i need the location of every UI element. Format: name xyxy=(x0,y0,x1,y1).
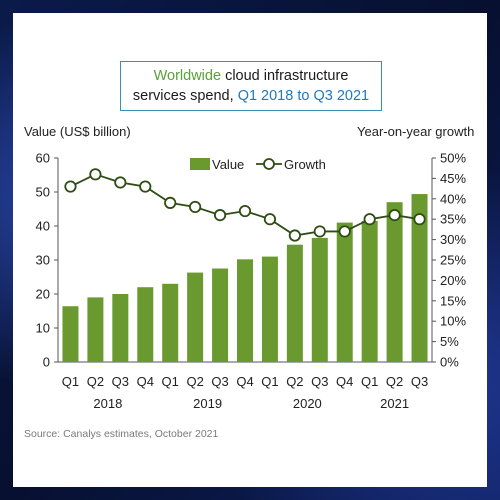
growth-point xyxy=(89,168,102,181)
right-tick-label: 5% xyxy=(440,334,459,349)
value-bar xyxy=(162,283,179,362)
x-tick-label: Q3 xyxy=(411,374,428,389)
right-tick-label: 45% xyxy=(440,171,466,186)
right-tick-label: 15% xyxy=(440,293,466,308)
right-tick-label: 40% xyxy=(440,191,466,206)
value-bar xyxy=(261,256,278,362)
chart-title: Worldwide cloud infrastructure services … xyxy=(120,61,382,111)
source-note: Source: Canalys estimates, October 2021 xyxy=(24,428,219,440)
right-tick-label: 30% xyxy=(440,232,466,247)
left-tick-label: 10 xyxy=(36,321,50,336)
growth-point xyxy=(313,225,326,238)
x-tick-label: Q3 xyxy=(311,374,328,389)
right-tick-label: 25% xyxy=(440,253,466,268)
right-tick-label: 10% xyxy=(440,314,466,329)
value-bar xyxy=(212,268,229,362)
title-part-period: Q1 2018 to Q3 2021 xyxy=(237,88,370,104)
x-tick-label: Q4 xyxy=(236,374,253,389)
title-part-services: services spend, xyxy=(132,88,238,104)
growth-point xyxy=(388,209,401,222)
year-label: 2021 xyxy=(380,396,409,411)
value-bar xyxy=(87,297,104,362)
x-tick-label: Q2 xyxy=(386,374,403,389)
title-part-worldwide: Worldwide xyxy=(153,68,222,84)
legend-growth-marker xyxy=(263,158,275,170)
title-part-cloud: cloud infrastructure xyxy=(221,68,349,84)
left-tick-label: 60 xyxy=(36,151,50,166)
value-bar xyxy=(411,194,428,362)
x-tick-label: Q4 xyxy=(137,374,154,389)
year-label: 2018 xyxy=(93,396,122,411)
x-tick-label: Q1 xyxy=(162,374,179,389)
value-bar xyxy=(386,202,403,362)
legend-value-label: Value xyxy=(212,157,244,172)
growth-point xyxy=(139,180,152,193)
left-tick-label: 50 xyxy=(36,185,50,200)
value-bar xyxy=(187,272,204,362)
value-bar xyxy=(237,259,253,362)
growth-point xyxy=(189,200,202,214)
x-tick-label: Q3 xyxy=(112,374,129,389)
left-tick-label: 30 xyxy=(36,253,50,268)
left-tick-label: 0 xyxy=(43,355,50,370)
left-axis-title: Value (US$ billion) xyxy=(24,124,131,139)
growth-point xyxy=(363,213,376,226)
x-tick-label: Q2 xyxy=(87,374,104,389)
value-bar xyxy=(286,244,303,362)
value-bar xyxy=(137,287,154,362)
growth-point xyxy=(64,180,77,193)
year-label: 2020 xyxy=(293,396,322,411)
left-tick-label: 20 xyxy=(36,287,50,302)
value-bar xyxy=(361,220,378,362)
x-tick-label: Q2 xyxy=(186,374,203,389)
x-tick-label: Q3 xyxy=(211,374,228,389)
right-tick-label: 35% xyxy=(440,212,466,227)
value-bar xyxy=(62,306,79,362)
growth-point xyxy=(288,229,301,242)
value-bar xyxy=(336,222,353,362)
x-tick-label: Q4 xyxy=(336,374,353,389)
value-bar xyxy=(311,237,328,362)
growth-point xyxy=(164,196,177,209)
legend-value-swatch xyxy=(190,158,210,170)
growth-point xyxy=(213,209,227,222)
growth-point xyxy=(338,225,351,238)
right-tick-label: 50% xyxy=(440,151,466,166)
year-label: 2019 xyxy=(193,396,222,411)
growth-point xyxy=(114,176,127,189)
legend-growth-label: Growth xyxy=(284,157,326,172)
right-tick-label: 0% xyxy=(440,355,459,370)
value-bar xyxy=(112,294,129,362)
right-tick-label: 20% xyxy=(440,273,466,288)
x-tick-label: Q1 xyxy=(261,374,278,389)
growth-point xyxy=(238,204,252,218)
growth-point xyxy=(413,213,426,226)
x-tick-label: Q1 xyxy=(62,374,79,389)
x-tick-label: Q2 xyxy=(286,374,303,389)
left-tick-label: 40 xyxy=(36,219,50,234)
x-tick-label: Q1 xyxy=(361,374,378,389)
right-axis-title: Year-on-year growth xyxy=(357,124,475,139)
growth-point xyxy=(263,213,277,226)
